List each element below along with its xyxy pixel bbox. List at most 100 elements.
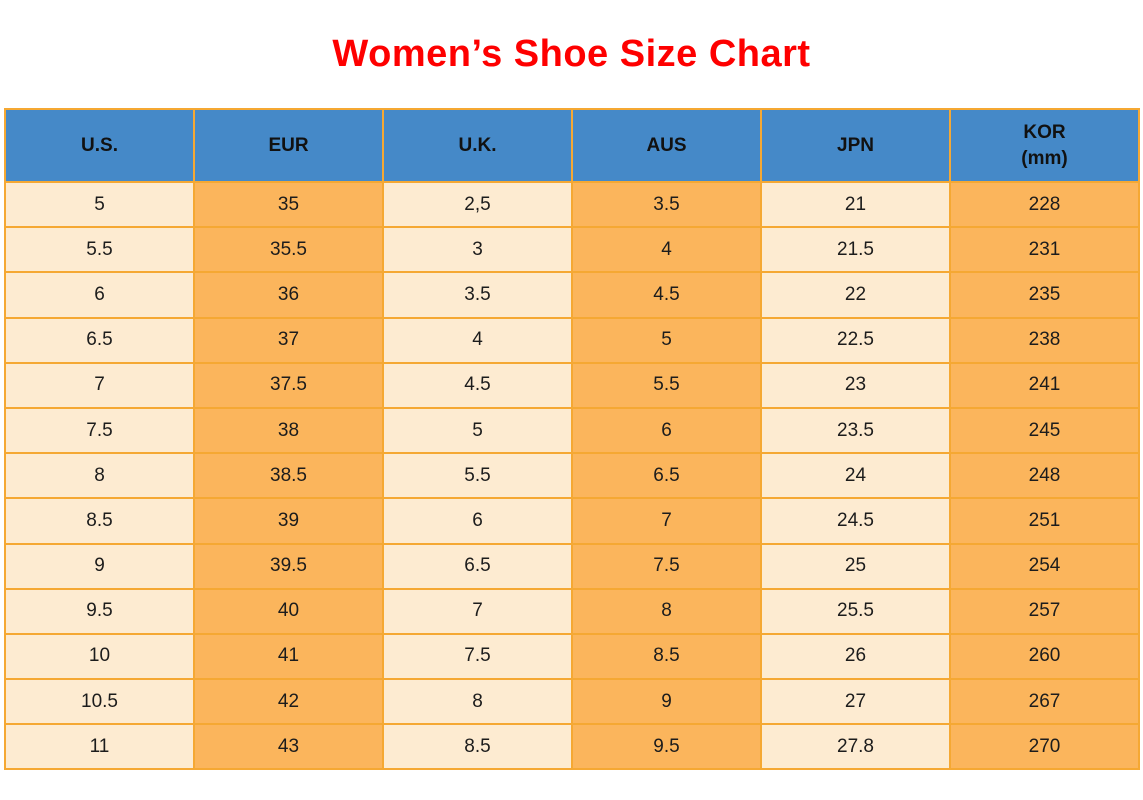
- table-row: 8.5 39 6 7 24.5 251: [4, 497, 1140, 545]
- table-cell: 6: [382, 497, 573, 545]
- header-label: EUR: [268, 134, 309, 156]
- header-label: U.S.: [81, 134, 118, 156]
- table-cell: 9.5: [571, 723, 762, 771]
- table-row: 9.5 40 7 8 25.5 257: [4, 587, 1140, 635]
- table-row: 8 38.5 5.5 6.5 24 248: [4, 452, 1140, 500]
- shoe-size-table: U.S. EUR U.K. AUS JPN KOR (mm) 5 35 2,5 3.5 21 228 5…: [4, 108, 1140, 771]
- table-cell: 7.5: [571, 542, 762, 590]
- table-cell: 2,5: [382, 180, 573, 229]
- table-cell: 4.5: [571, 271, 762, 319]
- table-cell: 257: [949, 587, 1140, 635]
- table-cell: 5: [382, 406, 573, 455]
- table-header: U.S. EUR U.K. AUS JPN KOR (mm): [4, 108, 1140, 183]
- table-cell: 3.5: [571, 180, 762, 229]
- table-cell: 8.5: [382, 723, 573, 771]
- table-cell: 3: [382, 226, 573, 274]
- table-cell: 6: [571, 406, 762, 455]
- table-cell: 40: [193, 587, 384, 635]
- header-label: AUS: [646, 134, 687, 156]
- header-label: KOR: [1023, 121, 1066, 143]
- header-cell-kor: KOR (mm): [949, 108, 1140, 183]
- table-cell: 23.5: [760, 406, 951, 455]
- header-label: U.K.: [458, 134, 497, 156]
- table-row: 7 37.5 4.5 5.5 23 241: [4, 361, 1140, 409]
- table-row: 10.5 42 8 9 27 267: [4, 678, 1140, 726]
- table-cell: 24.5: [760, 497, 951, 545]
- table-cell: 254: [949, 542, 1140, 590]
- table-cell: 9: [571, 678, 762, 726]
- header-cell-us: U.S.: [4, 108, 195, 183]
- table-cell: 39.5: [193, 542, 384, 590]
- table-cell: 7: [571, 497, 762, 545]
- table-cell: 35: [193, 180, 384, 229]
- table-cell: 7.5: [4, 406, 195, 455]
- header-sublabel: (mm): [1021, 147, 1068, 169]
- table-cell: 27: [760, 678, 951, 726]
- table-cell: 27.8: [760, 723, 951, 771]
- table-cell: 6: [4, 271, 195, 319]
- table-cell: 7.5: [382, 632, 573, 681]
- table-cell: 36: [193, 271, 384, 319]
- table-cell: 7: [382, 587, 573, 635]
- table-cell: 21.5: [760, 226, 951, 274]
- table-cell: 25: [760, 542, 951, 590]
- table-cell: 43: [193, 723, 384, 771]
- table-row: 6.5 37 4 5 22.5 238: [4, 316, 1140, 364]
- table-cell: 5: [571, 316, 762, 364]
- table-cell: 260: [949, 632, 1140, 681]
- table-cell: 9: [4, 542, 195, 590]
- table-body: 5 35 2,5 3.5 21 228 5.5 35.5 3 4 21.5 231 6 36 3.5 4.5 2…: [4, 180, 1140, 771]
- table-cell: 248: [949, 452, 1140, 500]
- table-row: 10 41 7.5 8.5 26 260: [4, 632, 1140, 681]
- table-cell: 8.5: [4, 497, 195, 545]
- table-cell: 5.5: [571, 361, 762, 409]
- table-cell: 24: [760, 452, 951, 500]
- table-cell: 5.5: [4, 226, 195, 274]
- table-cell: 231: [949, 226, 1140, 274]
- table-cell: 245: [949, 406, 1140, 455]
- table-cell: 241: [949, 361, 1140, 409]
- table-cell: 4: [382, 316, 573, 364]
- table-cell: 22: [760, 271, 951, 319]
- table-cell: 10.5: [4, 678, 195, 726]
- table-cell: 6.5: [4, 316, 195, 364]
- table-row: 11 43 8.5 9.5 27.8 270: [4, 723, 1140, 771]
- header-cell-eur: EUR: [193, 108, 384, 183]
- table-row: 5.5 35.5 3 4 21.5 231: [4, 226, 1140, 274]
- table-cell: 8: [382, 678, 573, 726]
- table-cell: 238: [949, 316, 1140, 364]
- table-cell: 6.5: [382, 542, 573, 590]
- table-cell: 7: [4, 361, 195, 409]
- table-cell: 5.5: [382, 452, 573, 500]
- table-cell: 9.5: [4, 587, 195, 635]
- header-row: U.S. EUR U.K. AUS JPN KOR (mm): [4, 108, 1140, 183]
- table-cell: 8.5: [571, 632, 762, 681]
- table-cell: 4.5: [382, 361, 573, 409]
- header-cell-jpn: JPN: [760, 108, 951, 183]
- table-cell: 251: [949, 497, 1140, 545]
- header-cell-uk: U.K.: [382, 108, 573, 183]
- table-cell: 37.5: [193, 361, 384, 409]
- table-row: 6 36 3.5 4.5 22 235: [4, 271, 1140, 319]
- table-cell: 41: [193, 632, 384, 681]
- table-cell: 3.5: [382, 271, 573, 319]
- table-row: 9 39.5 6.5 7.5 25 254: [4, 542, 1140, 590]
- table-cell: 10: [4, 632, 195, 681]
- table-cell: 8: [571, 587, 762, 635]
- table-cell: 235: [949, 271, 1140, 319]
- table-cell: 39: [193, 497, 384, 545]
- table-cell: 22.5: [760, 316, 951, 364]
- table-cell: 23: [760, 361, 951, 409]
- table-cell: 37: [193, 316, 384, 364]
- table-cell: 38.5: [193, 452, 384, 500]
- table-cell: 26: [760, 632, 951, 681]
- table-row: 5 35 2,5 3.5 21 228: [4, 180, 1140, 229]
- table-cell: 21: [760, 180, 951, 229]
- table-cell: 267: [949, 678, 1140, 726]
- table-cell: 8: [4, 452, 195, 500]
- table-cell: 38: [193, 406, 384, 455]
- table-cell: 5: [4, 180, 195, 229]
- header-cell-aus: AUS: [571, 108, 762, 183]
- page-title: Women’s Shoe Size Chart: [332, 33, 811, 75]
